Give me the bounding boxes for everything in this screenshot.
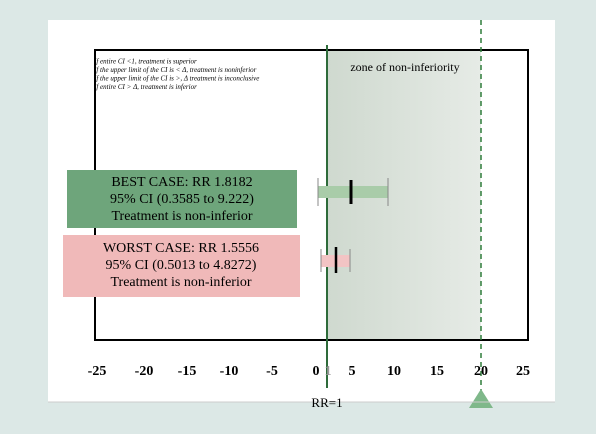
axis-tick-label: 15 [430, 364, 444, 379]
zone-label: zone of non-inferiority [350, 60, 459, 74]
best-ci [318, 186, 388, 198]
best-case-box [67, 170, 297, 228]
best-case-text: 95% CI (0.3585 to 9.222) [110, 192, 254, 207]
best-case-text: Treatment is non-inferior [111, 209, 252, 224]
note: If entire CI > Δ, treatment is inferior [93, 83, 197, 91]
axis-tick-label: -10 [220, 364, 239, 379]
axis-tick-label: -15 [178, 364, 197, 379]
delta-marker [469, 389, 493, 408]
axis-tick-label: 25 [516, 364, 530, 379]
axis-tick-label: 5 [349, 364, 356, 379]
axis-tick-label: 0 [313, 364, 320, 379]
worst-case-text: WORST CASE: RR 1.5556 [103, 241, 259, 256]
note: If entire CI <1, treatment is superior [93, 58, 197, 66]
note: If the upper limit of the CI is < Δ, tre… [93, 66, 257, 74]
best-case-text: BEST CASE: RR 1.8182 [111, 175, 252, 190]
note: If the upper limit of the CI is >, Δ tre… [93, 75, 259, 83]
worst-case-text: 95% CI (0.5013 to 4.8272) [106, 258, 257, 273]
worst-case-text: Treatment is non-inferior [110, 275, 251, 290]
axis-tick-label: -5 [266, 364, 278, 379]
axis-tick-label: -20 [135, 364, 154, 379]
axis-label: RR=1 [311, 395, 342, 410]
axis-tick-label: 20 [474, 364, 488, 379]
axis-tick-label: 10 [387, 364, 401, 379]
axis-tick-label: 1 [325, 364, 332, 379]
axis-tick-label: -25 [88, 364, 107, 379]
worst-case-box [63, 235, 300, 297]
